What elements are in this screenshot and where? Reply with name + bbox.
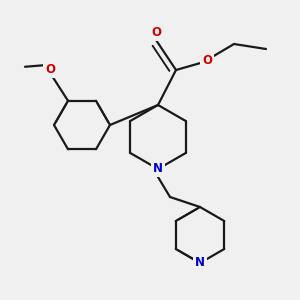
Text: N: N — [153, 163, 163, 176]
Text: O: O — [202, 53, 212, 67]
Text: O: O — [45, 63, 55, 76]
Text: O: O — [151, 26, 161, 40]
Text: N: N — [195, 256, 205, 269]
